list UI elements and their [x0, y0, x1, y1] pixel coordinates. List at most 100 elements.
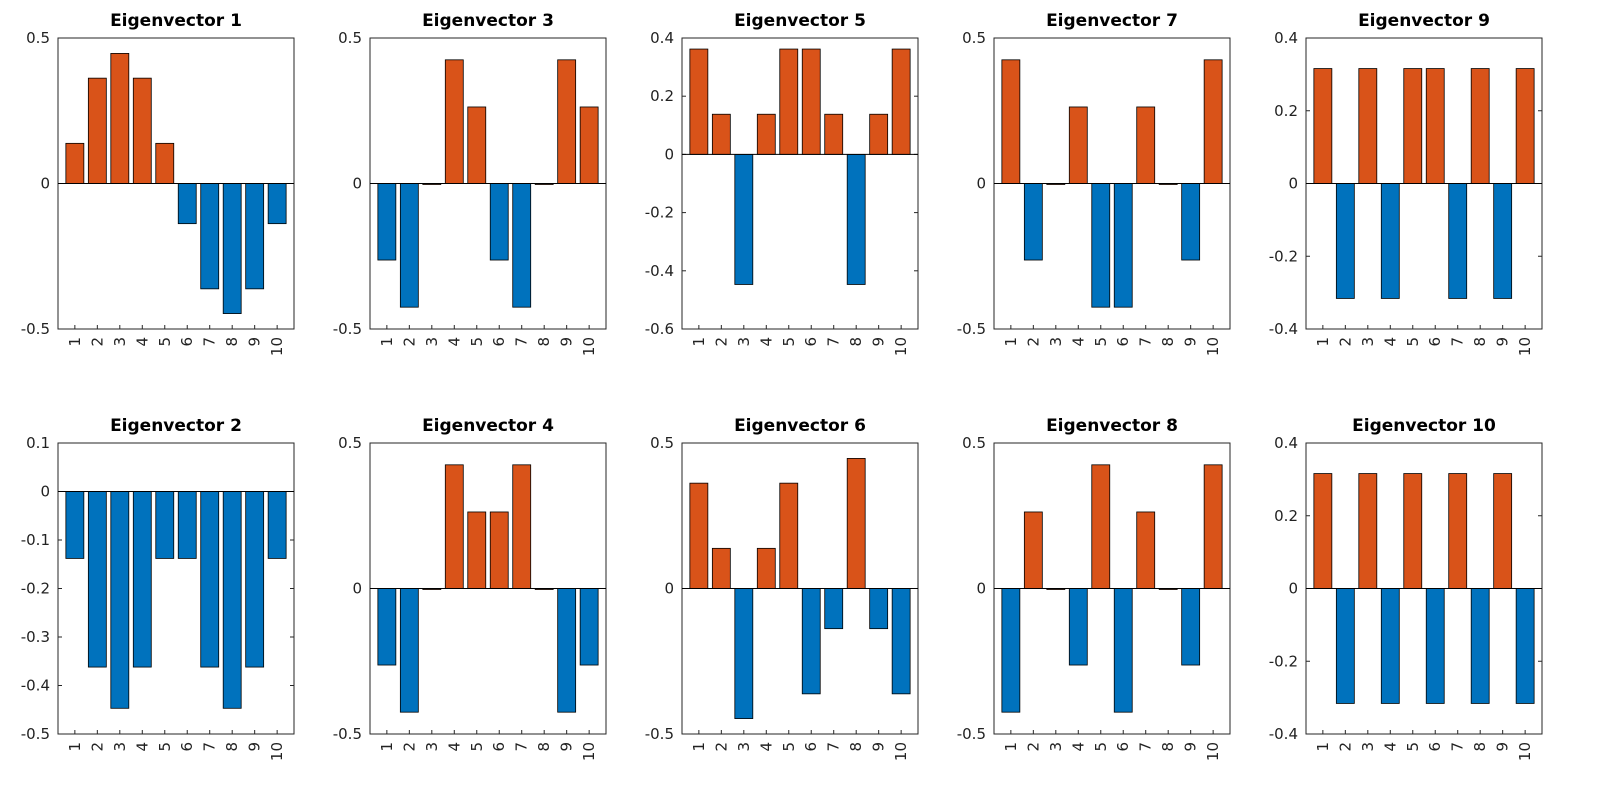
y-tick-label: -0.4: [21, 677, 50, 695]
x-tick-label: 7: [201, 337, 219, 347]
y-tick-label: -0.3: [21, 628, 50, 646]
x-tick-label: 7: [513, 742, 531, 752]
bar-7: [1448, 473, 1468, 589]
x-tick-label: 5: [468, 742, 486, 752]
eigenvector-chart-2: Eigenvector 3 -0.5 0 0.5 1 2 3 4 5 6 7 8 9 10: [333, 11, 607, 356]
y-tick-label: 0: [352, 175, 362, 193]
y-tick-label: 0.5: [962, 29, 986, 47]
x-tick-label: 4: [1069, 742, 1087, 752]
bar-7: [1136, 511, 1156, 589]
y-tick-label: -0.1: [21, 531, 50, 549]
y-tick-label: 0.4: [1274, 434, 1298, 452]
bar-10: [579, 588, 599, 666]
chart-title: Eigenvector 5: [734, 11, 866, 31]
x-tick-label: 1: [378, 742, 396, 752]
x-tick-label: 7: [201, 742, 219, 752]
x-tick-label: 5: [156, 337, 174, 347]
bar-4: [1068, 106, 1088, 184]
x-tick-label: 6: [1114, 742, 1132, 752]
bar-2: [1335, 183, 1355, 299]
x-tick-label: 2: [88, 337, 106, 347]
eigenvector-chart-7: Eigenvector 4 -0.5 0 0.5 1 2 3 4 5 6 7 8 9 10: [333, 416, 607, 761]
x-tick-label: 7: [825, 742, 843, 752]
y-tick-label: 0.4: [650, 29, 674, 47]
x-tick-label: 9: [870, 337, 888, 347]
x-tick-label: 6: [490, 742, 508, 752]
bar-7: [824, 588, 844, 630]
x-tick-label: 7: [513, 337, 531, 347]
x-tick-label: 8: [1471, 742, 1489, 752]
bar-8: [1470, 68, 1490, 184]
y-tick-label: -0.5: [333, 725, 362, 743]
bar-1: [377, 183, 397, 261]
x-tick-label: 7: [1137, 742, 1155, 752]
bar-4: [1380, 183, 1400, 299]
bar-1: [689, 48, 709, 155]
x-tick-label: 1: [1314, 742, 1332, 752]
x-tick-label: 5: [468, 337, 486, 347]
y-tick-label: 0: [976, 580, 986, 598]
bar-1: [377, 588, 397, 666]
x-tick-label: 1: [1314, 337, 1332, 347]
bar-1: [1313, 68, 1333, 184]
bar-5: [155, 491, 175, 559]
bar-8: [1470, 588, 1490, 704]
bar-6: [489, 511, 509, 589]
x-tick-label: 1: [66, 337, 84, 347]
bar-2: [399, 588, 419, 713]
x-tick-label: 3: [1047, 742, 1065, 752]
bar-4: [132, 491, 152, 668]
x-tick-label: 4: [757, 337, 775, 347]
y-tick-label: 0.1: [26, 434, 50, 452]
bar-2: [1335, 588, 1355, 704]
x-tick-label: 3: [111, 742, 129, 752]
y-tick-label: -0.2: [645, 204, 674, 222]
x-tick-label: 3: [423, 337, 441, 347]
chart-title: Eigenvector 10: [1352, 416, 1496, 436]
y-tick-label: 0.5: [26, 29, 50, 47]
x-tick-label: 3: [735, 742, 753, 752]
y-tick-label: -0.5: [957, 320, 986, 338]
x-tick-label: 10: [1204, 337, 1222, 356]
x-tick-label: 3: [423, 742, 441, 752]
bar-3: [1358, 68, 1378, 184]
x-tick-label: 5: [1404, 742, 1422, 752]
bar-6: [177, 491, 197, 559]
bar-9: [1493, 183, 1513, 299]
bar-4: [132, 77, 152, 184]
bar-2: [711, 547, 731, 589]
bar-9: [245, 183, 265, 290]
bar-3: [1358, 473, 1378, 589]
x-tick-label: 3: [735, 337, 753, 347]
bar-7: [824, 113, 844, 155]
bar-4: [756, 547, 776, 589]
chart-title: Eigenvector 6: [734, 416, 866, 436]
bar-5: [1403, 473, 1423, 589]
x-tick-label: 2: [1336, 742, 1354, 752]
x-tick-label: 3: [1359, 337, 1377, 347]
x-tick-label: 9: [1182, 337, 1200, 347]
x-tick-label: 4: [445, 742, 463, 752]
x-tick-label: 2: [1336, 337, 1354, 347]
x-tick-label: 9: [1494, 337, 1512, 347]
bar-5: [467, 511, 487, 589]
bar-5: [779, 48, 799, 155]
y-tick-label: -0.5: [333, 320, 362, 338]
x-tick-label: 2: [1024, 742, 1042, 752]
bar-10: [1203, 59, 1223, 184]
bar-10: [1515, 588, 1535, 704]
x-tick-label: 6: [802, 742, 820, 752]
eigenvector-chart-8: Eigenvector 6 -0.5 0 0.5 1 2 3 4 5 6 7 8 9 10: [645, 416, 919, 761]
x-tick-label: 9: [558, 742, 576, 752]
x-tick-label: 9: [1182, 742, 1200, 752]
x-tick-label: 6: [178, 742, 196, 752]
bar-10: [1203, 464, 1223, 589]
eigenvector-chart-10: Eigenvector 10 -0.4 -0.2 0 0.2 0.4 1 2 3 4 5 6 7 8 9 10: [1269, 416, 1543, 761]
eigenvector-chart-4: Eigenvector 7 -0.5 0 0.5 1 2 3 4 5 6 7 8 9 10: [957, 11, 1231, 356]
bar-5: [467, 106, 487, 184]
x-tick-label: 2: [400, 742, 418, 752]
y-tick-label: 0: [40, 175, 50, 193]
x-tick-label: 8: [1159, 337, 1177, 347]
bar-3: [110, 491, 130, 709]
bar-7: [200, 183, 220, 290]
